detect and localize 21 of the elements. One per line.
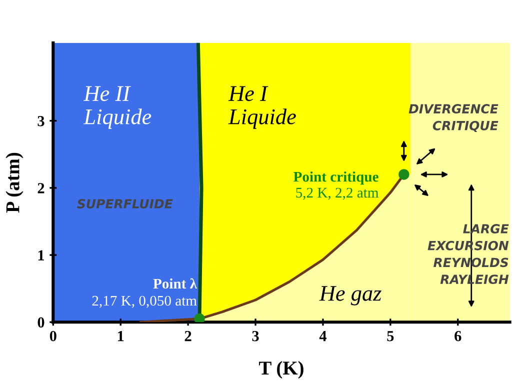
x-tick-label: 0: [50, 330, 56, 342]
y-tick-label: 3: [38, 116, 44, 126]
x-tick-label: 5: [387, 331, 394, 342]
y-tick-label: 0: [38, 317, 44, 328]
x-tick-label: 4: [319, 331, 326, 342]
x-axis-title: T (K): [259, 360, 304, 379]
y-tick-label: 1: [38, 250, 44, 260]
annotation: 2,17 K, 0,050 atm: [92, 296, 197, 308]
annotation: He gaz: [319, 286, 382, 306]
x-tick-label: 2: [184, 330, 192, 342]
x-tick-label: 1: [118, 330, 124, 342]
annotation: Point λ: [153, 278, 198, 289]
annotation: He II Liquide: [83, 86, 152, 129]
annotation: 5,2 K, 2,2 atm: [296, 188, 379, 200]
x-tick-label: 3: [252, 330, 259, 342]
annotation: Point critique: [294, 171, 378, 185]
x-tick-label: 6: [454, 330, 462, 342]
annotation: He I Liquide: [228, 86, 296, 129]
annotation: SUPERFLUIDE: [77, 199, 173, 208]
y-tick-label: 2: [38, 183, 44, 194]
y-axis-title: P (atm): [6, 152, 24, 213]
